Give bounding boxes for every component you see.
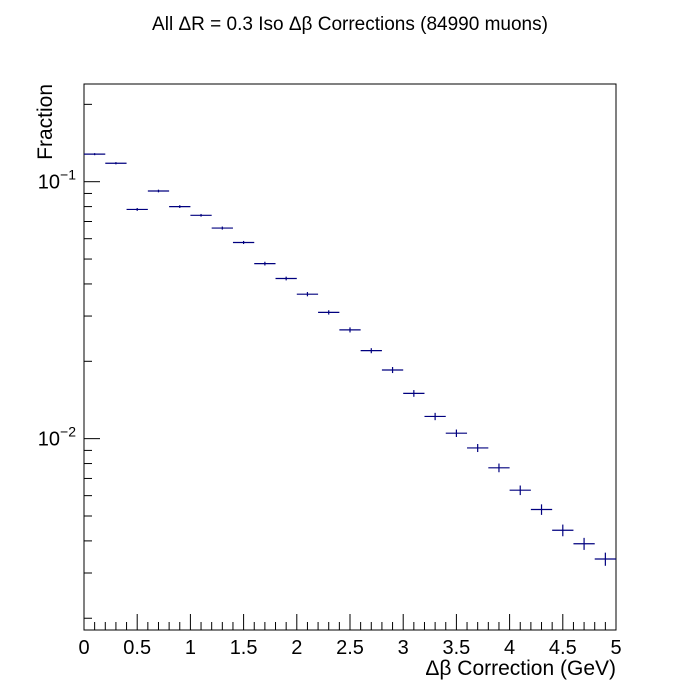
data-point [318, 310, 340, 315]
data-point [296, 292, 319, 297]
data-points [84, 153, 616, 566]
data-point [339, 327, 361, 333]
x-tick-label: 2.5 [336, 637, 364, 659]
data-point [403, 390, 425, 397]
data-point [84, 153, 106, 156]
data-point [254, 261, 276, 266]
chart-title: All ΔR = 0.3 Iso Δβ Corrections (84990 m… [152, 14, 548, 35]
data-point [552, 524, 574, 537]
x-tick-label: 4.5 [549, 637, 577, 659]
plot-frame [83, 83, 617, 631]
data-point [424, 412, 446, 421]
data-point [211, 226, 233, 230]
x-tick-label: 4 [504, 637, 515, 659]
data-point [445, 429, 468, 437]
data-point [594, 552, 616, 566]
data-point [360, 348, 382, 354]
data-point [190, 213, 212, 217]
data-point [147, 189, 170, 193]
data-point [275, 276, 297, 281]
data-point [381, 367, 404, 374]
x-tick-label: 0.5 [123, 637, 151, 659]
y-axis-label: Fraction [34, 84, 57, 160]
y-tick-label: 10−1 [38, 167, 76, 194]
y-axis-ticks: 10−1 10−2 [38, 103, 100, 619]
data-point [169, 205, 191, 208]
x-tick-label: 3 [398, 637, 409, 659]
x-axis-label: Δβ Correction (GeV) [425, 657, 616, 680]
data-point [573, 537, 595, 550]
data-point [232, 240, 255, 245]
data-point [530, 504, 553, 515]
x-tick-label: 1 [185, 637, 196, 659]
y-tick-label: 10−2 [38, 424, 76, 451]
x-tick-label: 1.5 [230, 637, 258, 659]
data-point [467, 444, 489, 453]
data-point [126, 207, 148, 211]
data-point [105, 162, 127, 165]
x-tick-label: 5 [610, 637, 621, 659]
x-tick-label: 0 [78, 637, 89, 659]
x-tick-label: 3.5 [442, 637, 470, 659]
data-point [488, 463, 510, 473]
x-tick-label: 2 [291, 637, 302, 659]
data-point [509, 485, 531, 496]
x-axis-ticks: 0 0.5 1 1.5 2 2.5 3 3.5 4 4.5 5 [78, 614, 622, 659]
